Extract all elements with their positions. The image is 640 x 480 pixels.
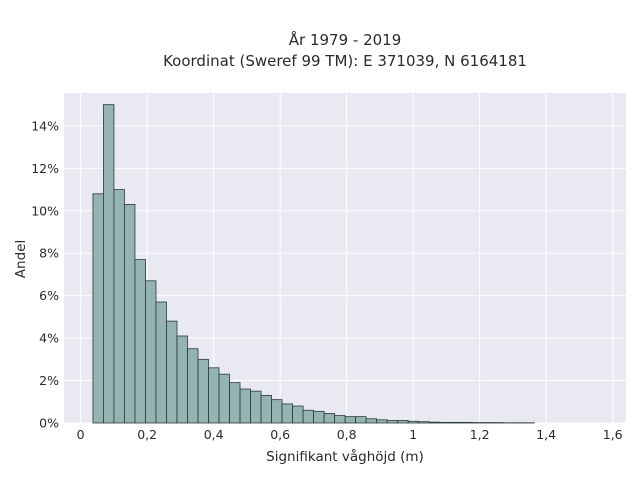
histogram-bar [365, 418, 378, 424]
y-tick-label: 8% [39, 246, 59, 261]
histogram-bar [449, 421, 462, 424]
histogram-bar [281, 403, 293, 424]
histogram-bar [292, 405, 304, 424]
histogram-bar [355, 416, 367, 424]
y-tick-label: 10% [31, 203, 59, 218]
x-tick-label: 0,8 [337, 427, 357, 442]
histogram-bar [155, 301, 167, 424]
histogram-bar [250, 390, 262, 424]
histogram-bar [344, 416, 357, 424]
histogram-bar [418, 421, 430, 424]
histogram-bar [376, 419, 388, 424]
x-tick-label: 0,6 [270, 427, 290, 442]
histogram-bar [134, 259, 146, 424]
y-axis-label: Andel [13, 240, 29, 278]
x-axis-ticks: 0 0,2 0,4 0,6 0,8 1 1,2 1,4 1,6 [77, 427, 623, 442]
histogram-bar [208, 367, 220, 424]
histogram-bar [407, 420, 420, 424]
y-tick-label: 14% [31, 118, 59, 133]
y-tick-label: 6% [39, 288, 59, 303]
x-tick-label: 0 [77, 427, 85, 442]
histogram-bar [271, 399, 283, 424]
histogram-bar [460, 421, 472, 424]
histogram-bar [334, 415, 346, 424]
x-tick-label: 1 [409, 427, 417, 442]
histogram-bar [313, 410, 325, 424]
chart-title: År 1979 - 2019 [289, 30, 402, 49]
histogram-bar [197, 358, 209, 424]
y-tick-label: 4% [39, 331, 59, 346]
histogram-bar [166, 320, 178, 424]
histogram-bar [239, 388, 251, 424]
histogram-bar [428, 421, 441, 424]
y-tick-label: 0% [39, 416, 59, 431]
histogram-bar [439, 421, 451, 424]
histogram-bar [386, 420, 399, 424]
x-axis-label: Signifikant våghöjd (m) [266, 448, 424, 465]
x-tick-label: 1,4 [536, 427, 556, 442]
chart-subtitle: Koordinat (Sweref 99 TM): E 371039, N 61… [163, 52, 527, 70]
x-tick-label: 0,4 [204, 427, 224, 442]
histogram-bar [260, 395, 272, 424]
histogram-bar [176, 335, 188, 424]
histogram-bar [113, 189, 125, 424]
histogram-bar [302, 409, 315, 424]
y-axis-ticks: 0% 2% 4% 6% 8% 10% 12% 14% [31, 118, 59, 430]
histogram-bar [229, 382, 241, 424]
histogram-bars [92, 104, 535, 424]
histogram-bar [145, 280, 157, 424]
histogram-bar [124, 204, 136, 424]
histogram-bar [187, 348, 199, 424]
histogram-bar [103, 104, 115, 424]
y-tick-label: 2% [39, 373, 59, 388]
histogram-bar [92, 193, 104, 424]
histogram-bar [323, 413, 336, 424]
histogram-bar [218, 373, 230, 424]
x-tick-label: 0,2 [137, 427, 157, 442]
histogram-bar [397, 420, 409, 424]
x-tick-label: 1,2 [470, 427, 490, 442]
y-tick-label: 12% [31, 161, 59, 176]
x-tick-label: 1,6 [603, 427, 623, 442]
